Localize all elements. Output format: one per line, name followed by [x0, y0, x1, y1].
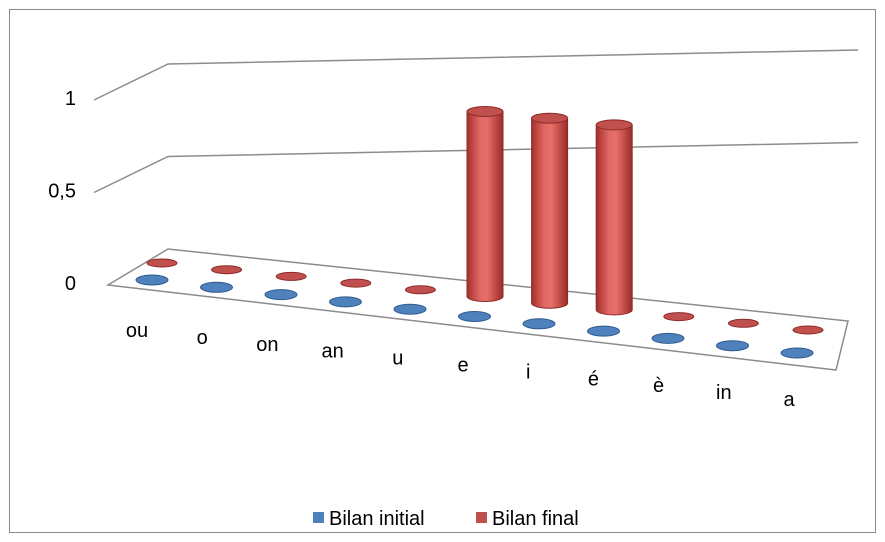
- legend-swatch: [476, 512, 487, 523]
- series-bilan-initial: [135, 274, 814, 359]
- y-tick-label: 1: [65, 88, 76, 110]
- data-bar: [595, 119, 633, 316]
- data-point: [146, 258, 178, 268]
- legend-label: Bilan final: [492, 508, 579, 530]
- x-tick-label: a: [783, 389, 795, 411]
- data-point: [264, 289, 298, 301]
- data-point: [522, 318, 556, 330]
- data-bar: [531, 112, 569, 309]
- data-point: [663, 312, 695, 322]
- data-point: [275, 271, 307, 281]
- data-point: [780, 347, 814, 359]
- data-point: [458, 311, 491, 322]
- data-point: [211, 265, 243, 275]
- data-point: [200, 281, 233, 293]
- x-axis-labels: ou o on an u e i é è in a: [126, 320, 796, 411]
- data-point: [340, 278, 372, 288]
- x-tick-label: é: [588, 368, 599, 390]
- x-tick-label: e: [457, 355, 468, 377]
- data-point: [329, 296, 362, 308]
- legend: Bilan initial Bilan final: [313, 508, 579, 530]
- data-point: [404, 285, 436, 295]
- x-tick-label: o: [197, 327, 208, 349]
- x-tick-label: u: [392, 348, 403, 370]
- gridline: [93, 49, 859, 101]
- data-point: [716, 340, 749, 352]
- x-tick-label: è: [653, 375, 664, 397]
- data-point: [792, 325, 824, 335]
- data-point: [727, 318, 759, 328]
- data-point: [393, 303, 427, 315]
- data-point: [135, 274, 169, 286]
- x-tick-label: an: [321, 341, 343, 363]
- legend-swatch: [313, 512, 324, 523]
- y-tick-label: 0,5: [48, 181, 76, 203]
- x-tick-label: on: [256, 334, 278, 356]
- x-tick-label: ou: [126, 320, 148, 342]
- x-tick-label: i: [526, 361, 530, 383]
- y-axis-ticks: 00,51: [48, 88, 76, 295]
- data-point: [651, 332, 685, 344]
- series-bilan-final: [146, 106, 824, 335]
- data-point: [587, 325, 620, 337]
- y-tick-label: 0: [65, 273, 76, 295]
- legend-label: Bilan initial: [329, 508, 425, 530]
- data-bar: [466, 106, 504, 302]
- x-tick-label: in: [716, 382, 732, 404]
